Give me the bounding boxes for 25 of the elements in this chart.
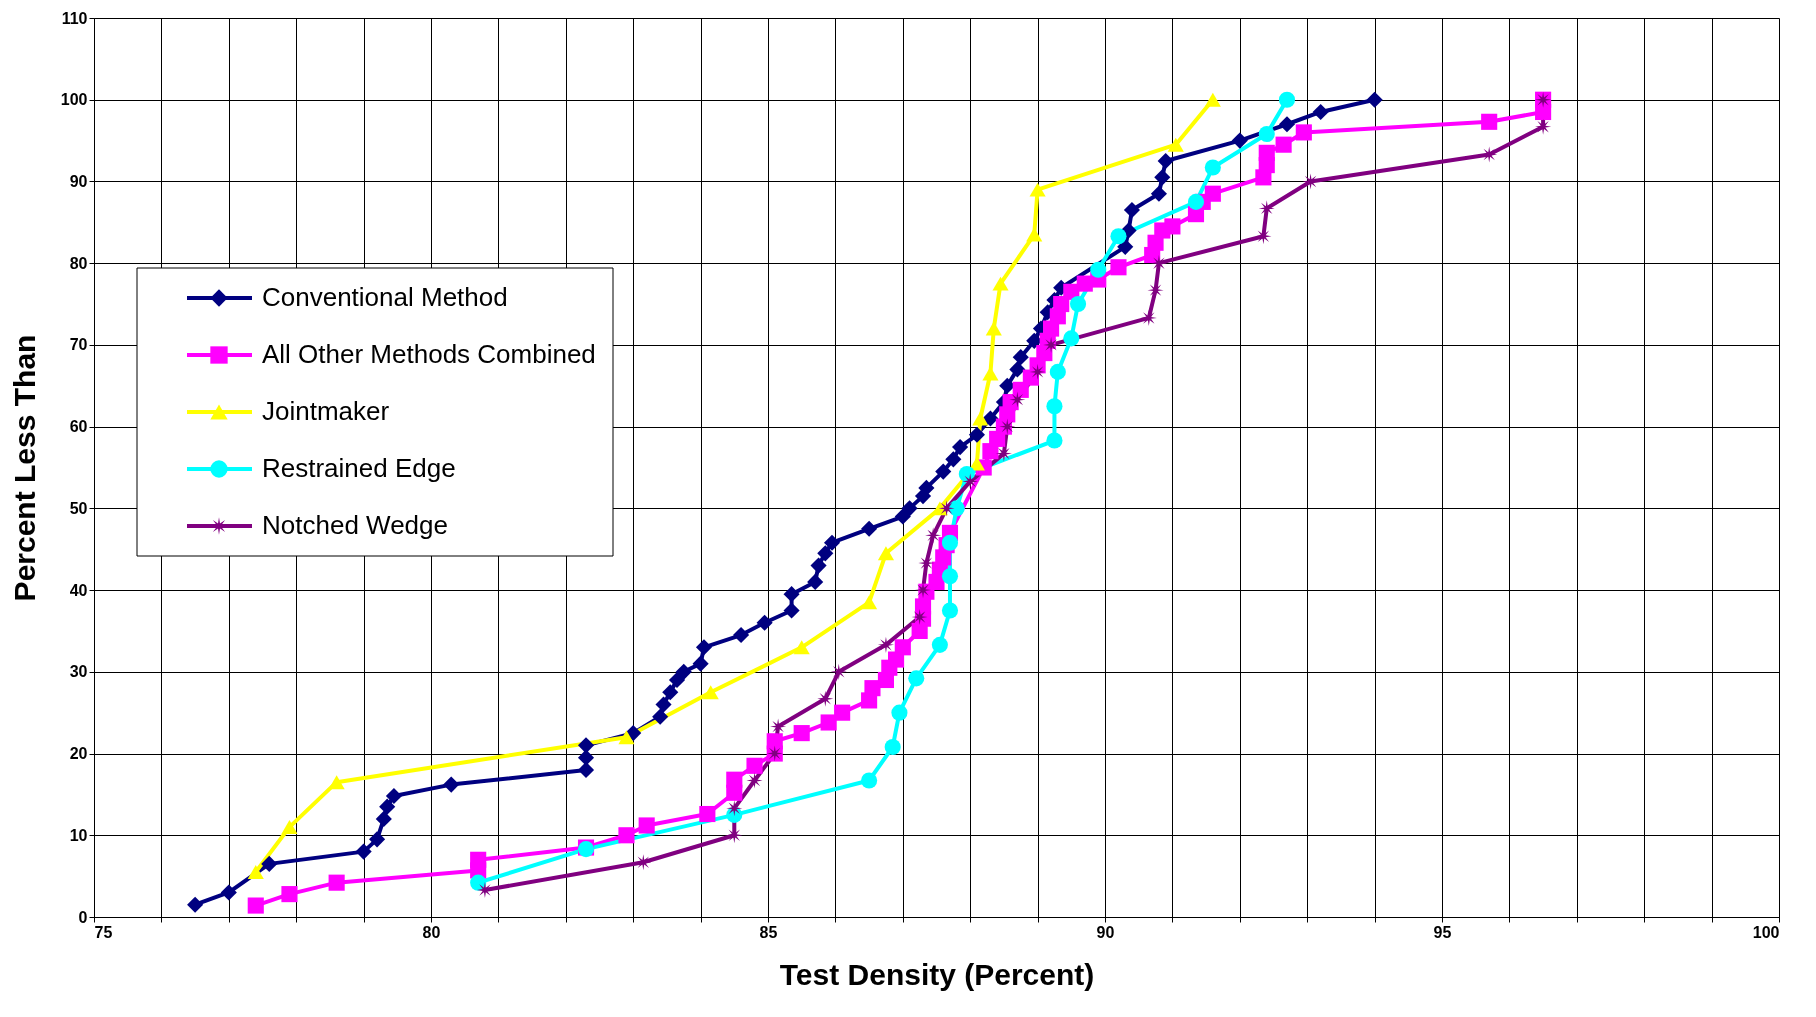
y-tick-label: 110	[61, 9, 88, 27]
y-tick-label: 60	[69, 418, 88, 436]
x-tick-label: 90	[1096, 923, 1115, 941]
y-tick-label: 90	[69, 172, 88, 190]
y-tick-label: 80	[69, 254, 88, 272]
x-tick-label: 100	[1752, 923, 1780, 941]
x-tick-label: 95	[1433, 923, 1452, 941]
y-tick-label: 20	[69, 745, 88, 763]
x-tick-label: 85	[759, 923, 778, 941]
legend-label: Conventional Method	[262, 282, 508, 312]
x-tick-label: 75	[94, 923, 113, 941]
y-tick-label: 50	[69, 499, 88, 517]
x-tick-label: 80	[422, 923, 441, 941]
y-tick-label: 100	[60, 91, 88, 109]
x-axis-title: Test Density (Percent)	[779, 957, 1095, 991]
legend-label: Restrained Edge	[262, 453, 456, 483]
y-tick-label: 70	[69, 336, 88, 354]
legend-label: Jointmaker	[262, 396, 390, 426]
legend-label: Notched Wedge	[262, 510, 448, 540]
y-tick-label: 0	[78, 908, 88, 926]
y-axis-title: Percent Less Than	[7, 334, 41, 602]
legend-label: All Other Methods Combined	[262, 339, 596, 369]
y-tick-label: 30	[69, 663, 88, 681]
y-tick-label: 10	[69, 826, 88, 844]
y-tick-label: 40	[69, 581, 88, 599]
